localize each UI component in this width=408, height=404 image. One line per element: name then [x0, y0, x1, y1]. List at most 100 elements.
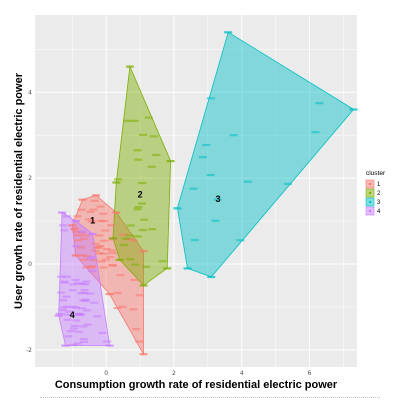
cluster-1-point — [79, 258, 88, 261]
x-axis-title: Consumption growth rate of residential e… — [55, 379, 338, 391]
cluster-4-point — [74, 330, 83, 333]
cluster-4-point — [88, 269, 97, 273]
cluster-4-point — [88, 232, 97, 236]
cluster-4-point — [63, 305, 72, 308]
cluster-4-label: 4 — [70, 310, 75, 320]
y-tick-label: 0 — [28, 261, 32, 268]
cluster-4-point — [60, 229, 69, 232]
cluster-1-point — [76, 246, 85, 249]
cluster-1-point — [116, 274, 125, 277]
legend-label-4: 4 — [377, 209, 381, 215]
cluster-4-point — [72, 245, 81, 248]
cluster-4-point — [77, 292, 86, 295]
cluster-1-point — [96, 205, 105, 208]
cluster-4-point — [68, 289, 77, 292]
cluster-2-point — [125, 65, 134, 68]
cluster-1-point — [94, 246, 103, 249]
cluster-1-point — [87, 265, 96, 268]
cluster-2-point — [140, 218, 148, 221]
cluster-4-point — [54, 314, 63, 317]
cluster-2-point — [125, 234, 134, 237]
caption-residue — [40, 397, 380, 402]
cluster-1-point — [91, 249, 100, 252]
cluster-4-point — [86, 292, 95, 295]
cluster-4-point — [62, 275, 71, 278]
legend-dot-3 — [368, 200, 372, 204]
x-tick-label: 6 — [308, 370, 312, 377]
cluster-1-point — [97, 260, 106, 263]
cluster-1-point — [74, 234, 82, 237]
cluster-4-point — [83, 309, 92, 312]
cluster-3-point — [207, 275, 216, 279]
cluster-1-point — [89, 208, 98, 211]
cluster-4-point — [86, 257, 95, 260]
x-tick-label: 2 — [172, 370, 176, 377]
cluster-3-point — [206, 173, 215, 177]
cluster-1-point — [113, 291, 122, 295]
cluster-3-point — [213, 198, 222, 201]
cluster-1-point — [106, 256, 115, 259]
cluster-4-point — [64, 335, 73, 338]
grid-lines — [35, 15, 357, 367]
cluster-1-point — [135, 294, 144, 297]
cluster-2-point — [115, 258, 124, 261]
cluster-2-point — [134, 158, 143, 161]
cluster-3-point — [183, 267, 192, 270]
cluster-1-point — [107, 249, 116, 252]
cluster-labels: 1 2 3 4 — [70, 190, 221, 320]
cluster-3-point — [173, 207, 182, 210]
cluster-3-point — [236, 239, 245, 242]
cluster-1-point — [80, 237, 89, 240]
cluster-1-point — [108, 238, 117, 241]
cluster-1-point — [92, 194, 100, 197]
cluster-1-point — [102, 258, 111, 261]
cluster-1-point — [95, 234, 104, 237]
cluster-4-point — [79, 325, 88, 328]
cluster-2-point — [166, 160, 175, 163]
legend-title: cluster — [366, 170, 386, 177]
cluster-1-point — [119, 233, 128, 236]
cluster-1-point — [118, 305, 127, 308]
legend-label-3: 3 — [377, 200, 381, 206]
cluster-2-point — [138, 228, 147, 232]
cluster-1-point — [99, 266, 108, 269]
cluster-2-point — [126, 258, 135, 261]
cluster-4-point — [83, 323, 92, 326]
cluster-4-point — [103, 340, 112, 343]
cluster-1-point — [74, 239, 83, 242]
cluster-1-point — [85, 218, 94, 221]
cluster-1-point — [72, 230, 81, 233]
cluster-2-point — [114, 178, 122, 181]
cluster-2-point — [130, 119, 139, 122]
cluster-1-point — [99, 252, 108, 255]
legend-label-2: 2 — [377, 191, 381, 197]
cluster-1-point — [87, 220, 96, 223]
cluster-4-point — [105, 344, 114, 347]
cluster-4-point — [57, 275, 66, 278]
x-tick-label: 4 — [240, 370, 244, 377]
cluster-1-point — [78, 198, 87, 201]
cluster-2-label: 2 — [138, 190, 143, 200]
cluster-1-point — [132, 328, 141, 331]
cluster-3-point — [315, 102, 324, 105]
cluster-4-point — [82, 280, 91, 283]
legend-label-1: 1 — [377, 182, 381, 188]
cluster-3-point — [229, 134, 238, 137]
cluster-1-point — [99, 219, 108, 223]
cluster-2-point — [138, 202, 146, 205]
y-tick-label: 2 — [28, 175, 32, 182]
cluster-1-point — [130, 278, 139, 281]
cluster-1-point — [102, 248, 111, 251]
cluster-1-point — [99, 212, 108, 215]
cluster-3-point — [243, 180, 252, 183]
cluster-4-point — [69, 305, 78, 309]
cluster-4-point — [63, 318, 72, 321]
cluster-2-point — [119, 243, 128, 247]
cluster-2-point — [109, 237, 117, 240]
cluster-3-point — [190, 238, 199, 242]
cluster-1-point — [105, 293, 114, 296]
cluster-4-point — [62, 295, 71, 298]
cluster-2-point — [131, 263, 140, 266]
cluster-4-point — [80, 340, 89, 343]
cluster-1-point — [87, 266, 96, 269]
